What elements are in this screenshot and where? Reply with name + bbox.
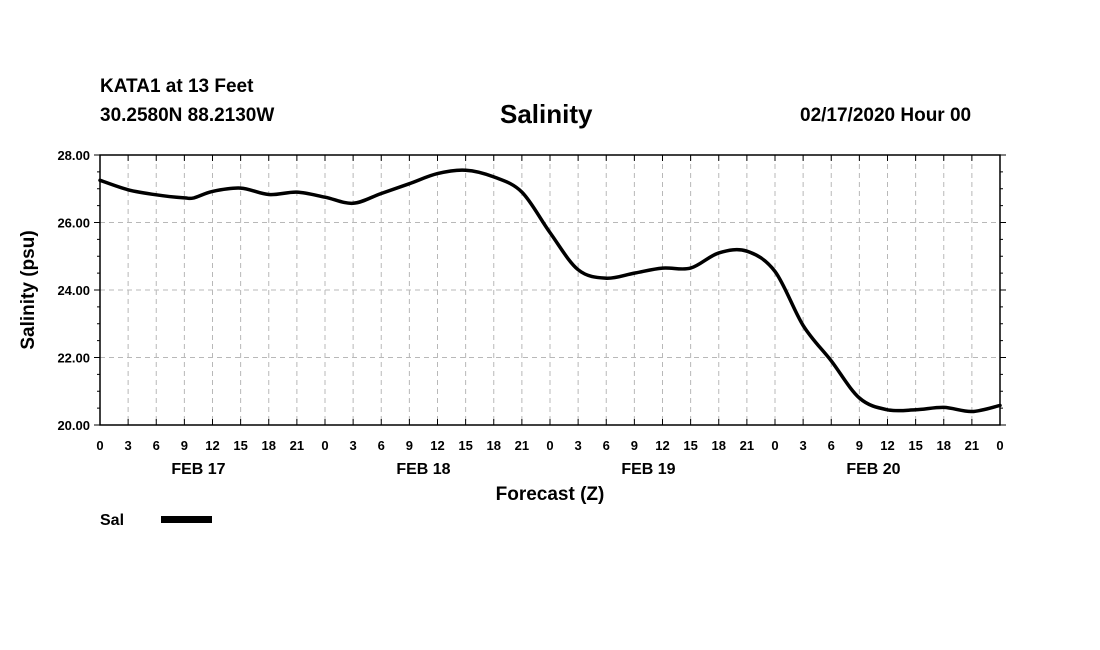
y-axis-title: Salinity (psu) bbox=[18, 230, 39, 349]
chart-title: Salinity bbox=[500, 99, 593, 129]
x-tick-label: 15 bbox=[683, 438, 697, 453]
x-tick-label: 21 bbox=[740, 438, 754, 453]
station-label: KATA1 at 13 Feet bbox=[100, 76, 254, 97]
x-tick-label: 0 bbox=[96, 438, 103, 453]
x-tick-label: 0 bbox=[546, 438, 553, 453]
x-tick-label: 0 bbox=[996, 438, 1003, 453]
legend-label-sal: Sal bbox=[100, 512, 124, 529]
x-tick-label: 6 bbox=[828, 438, 835, 453]
x-tick-labels: 0 3 6 9 12 15 18 21 0 3 6 9 12 15 18 21 0 3 6 9 12 15 18 21 0 3 6 9… bbox=[96, 438, 1003, 453]
x-tick-label: 6 bbox=[603, 438, 610, 453]
x-tick-label: 6 bbox=[378, 438, 385, 453]
x-tick-label: 12 bbox=[430, 438, 444, 453]
grid-lines bbox=[100, 155, 1000, 425]
x-tick-label: 18 bbox=[262, 438, 276, 453]
x-tick-label: 12 bbox=[655, 438, 669, 453]
y-tick-labels: 20.00 22.00 24.00 26.00 28.00 bbox=[57, 148, 90, 433]
x-tick-label: 15 bbox=[458, 438, 472, 453]
x-tick-label: 9 bbox=[631, 438, 638, 453]
y-tick-label: 26.00 bbox=[57, 216, 90, 231]
x-tick-label: 21 bbox=[965, 438, 979, 453]
day-label: FEB 17 bbox=[171, 461, 225, 478]
y-tick-label: 28.00 bbox=[57, 148, 90, 163]
day-labels: FEB 17 FEB 18 FEB 19 FEB 20 bbox=[171, 461, 900, 478]
coordinates-label: 30.2580N 88.2130W bbox=[100, 105, 275, 126]
x-tick-label: 3 bbox=[350, 438, 357, 453]
y-tick-label: 22.00 bbox=[57, 351, 90, 366]
legend-swatch-sal bbox=[161, 516, 212, 523]
y-tick-label: 20.00 bbox=[57, 418, 90, 433]
x-tick-label: 15 bbox=[908, 438, 922, 453]
x-tick-label: 9 bbox=[181, 438, 188, 453]
x-tick-label: 0 bbox=[321, 438, 328, 453]
x-tick-label: 3 bbox=[575, 438, 582, 453]
y-tick-label: 24.00 bbox=[57, 283, 90, 298]
x-tick-label: 9 bbox=[856, 438, 863, 453]
x-axis-title: Forecast (Z) bbox=[496, 484, 605, 505]
x-tick-label: 21 bbox=[515, 438, 529, 453]
x-tick-label: 3 bbox=[800, 438, 807, 453]
x-tick-label: 9 bbox=[406, 438, 413, 453]
x-tick-label: 6 bbox=[153, 438, 160, 453]
x-tick-label: 0 bbox=[771, 438, 778, 453]
x-tick-label: 3 bbox=[125, 438, 132, 453]
x-tick-label: 21 bbox=[290, 438, 304, 453]
day-label: FEB 20 bbox=[846, 461, 900, 478]
forecast-timestamp: 02/17/2020 Hour 00 bbox=[800, 105, 972, 126]
x-tick-label: 18 bbox=[937, 438, 951, 453]
plot-frame bbox=[99, 154, 1001, 426]
x-tick-label: 18 bbox=[712, 438, 726, 453]
x-tick-label: 12 bbox=[880, 438, 894, 453]
x-tick-label: 12 bbox=[205, 438, 219, 453]
series-line-sal bbox=[98, 168, 1002, 414]
day-label: FEB 18 bbox=[396, 461, 450, 478]
x-tick-label: 18 bbox=[487, 438, 501, 453]
day-label: FEB 19 bbox=[621, 461, 675, 478]
x-tick-label: 15 bbox=[233, 438, 247, 453]
